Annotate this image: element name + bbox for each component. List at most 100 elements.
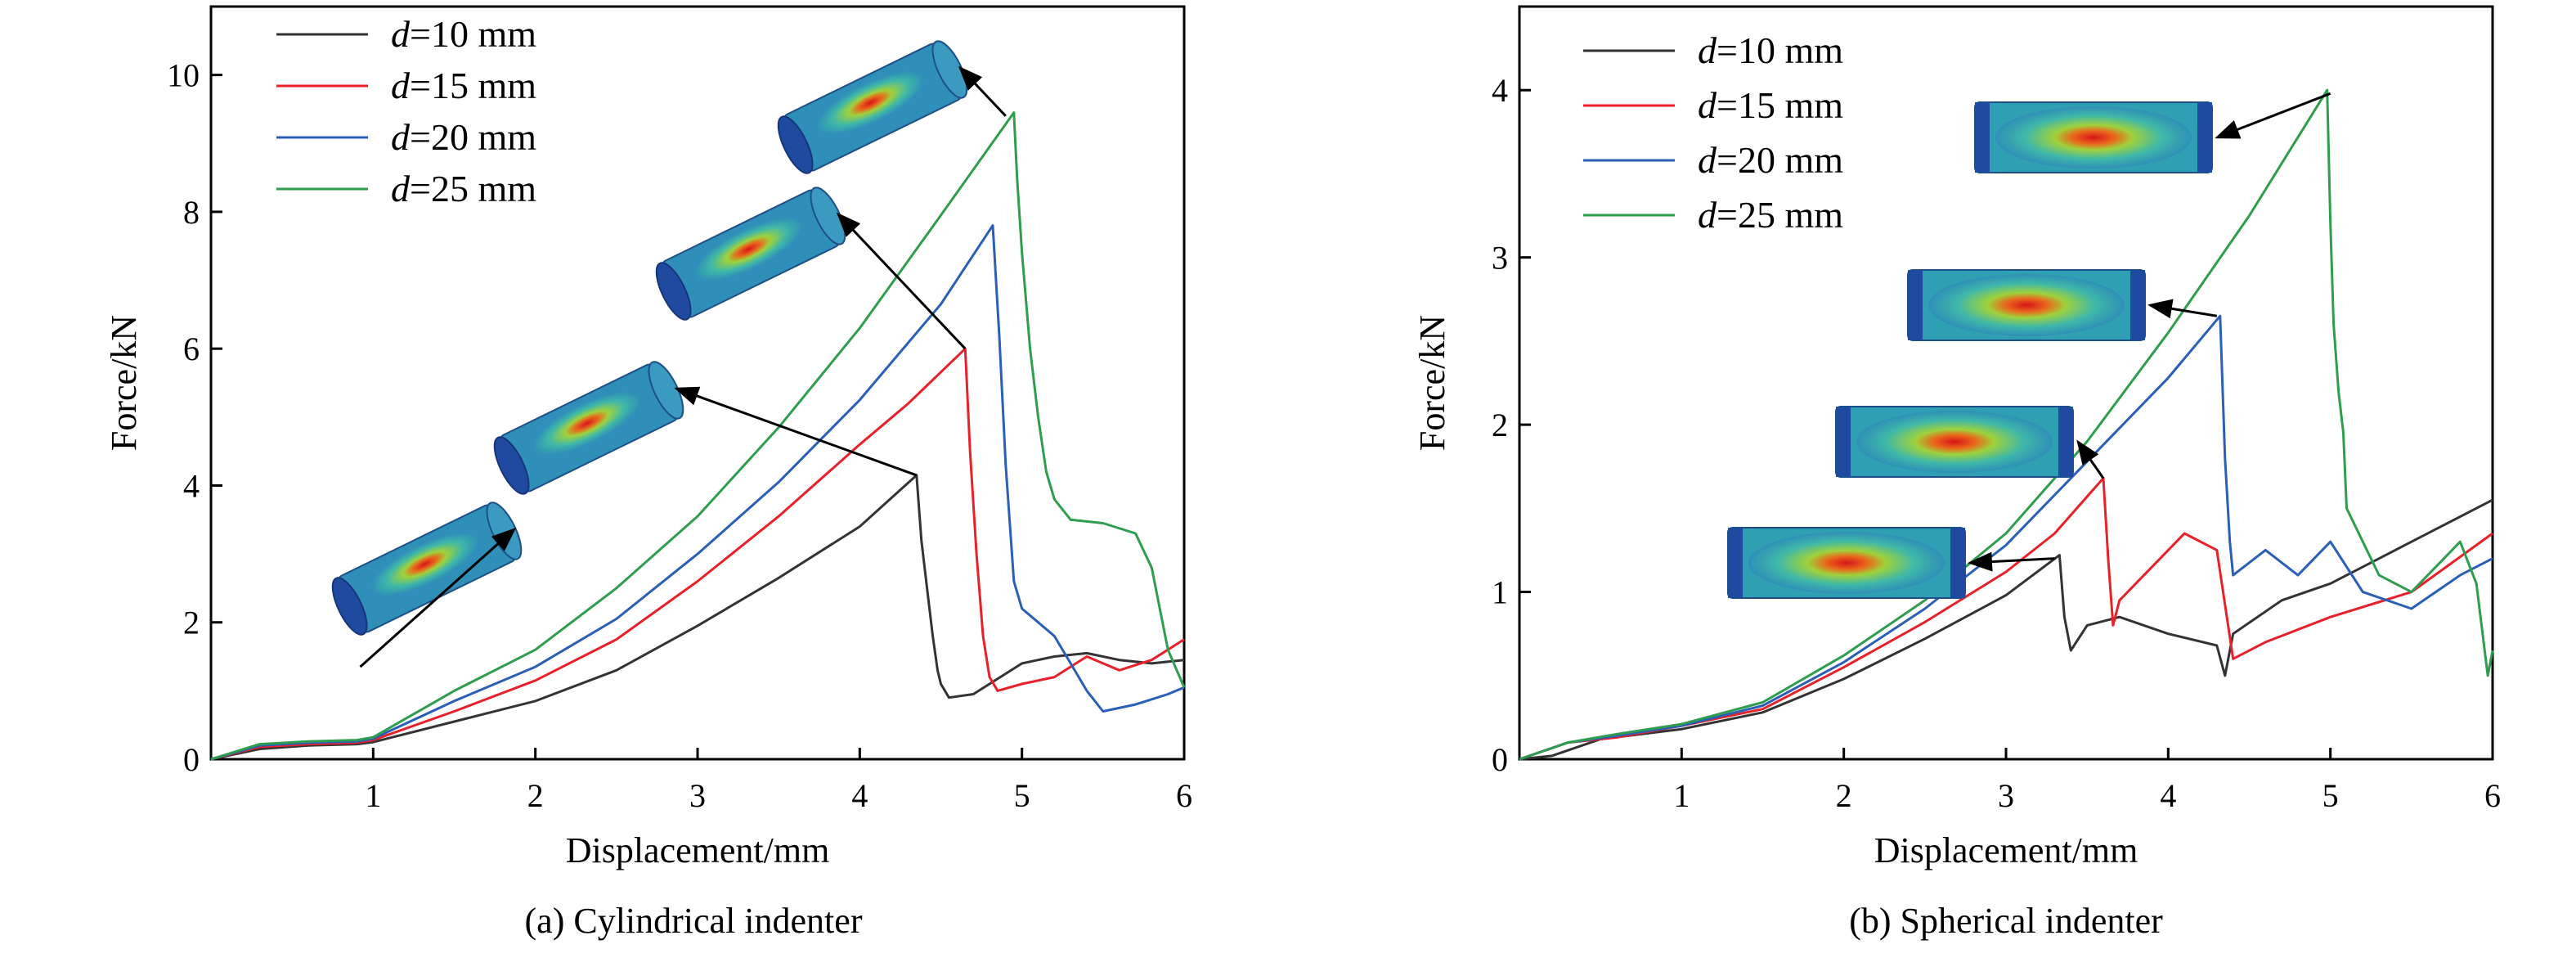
y-tick-label: 4 bbox=[1492, 72, 1508, 109]
x-tick-label: 3 bbox=[1998, 777, 2014, 814]
pointer-arrow bbox=[2076, 439, 2105, 479]
legend-label: d=15 mm bbox=[391, 65, 536, 106]
legend-label-variable: d bbox=[1698, 194, 1717, 236]
chart-panel-b: 1 2 3 4 5 6 0 1 2 3 4 Displacement/mm Force/kN (b) Sp… bbox=[1412, 5, 2501, 941]
series-line-2 bbox=[210, 347, 1185, 761]
legend-label: d=25 mm bbox=[1698, 194, 1843, 236]
x-tick-label: 5 bbox=[2322, 777, 2339, 814]
x-tick-label: 5 bbox=[1014, 777, 1030, 814]
legend-label-value: =20 mm bbox=[1717, 139, 1843, 181]
fe-model-inset bbox=[655, 187, 967, 350]
legend-label-variable: d bbox=[391, 65, 411, 106]
series-line-1 bbox=[1519, 498, 2493, 761]
sphere-model-end-right bbox=[1950, 528, 1965, 598]
pointer-arrow bbox=[836, 212, 967, 350]
fe-model-inset bbox=[777, 40, 1007, 174]
legend-label: d=20 mm bbox=[1698, 139, 1843, 181]
pointer-arrow bbox=[359, 527, 517, 668]
x-tick-label: 1 bbox=[365, 777, 381, 814]
series-line-3 bbox=[210, 224, 1185, 761]
legend-label-variable: d bbox=[391, 13, 411, 55]
legend-label-variable: d bbox=[1698, 139, 1717, 181]
legend-label: d=10 mm bbox=[391, 13, 536, 55]
plot-frame bbox=[209, 5, 1186, 761]
pointer-arrow bbox=[2215, 92, 2331, 139]
legend-label: d=15 mm bbox=[1698, 84, 1843, 126]
y-tick-label: 0 bbox=[1492, 741, 1508, 778]
cylinder-end-left bbox=[493, 436, 530, 495]
cylinder-end-right bbox=[931, 40, 968, 99]
y-tick-label: 2 bbox=[183, 605, 200, 641]
cylinder-model bbox=[655, 187, 846, 321]
cylinder-model bbox=[777, 40, 968, 174]
sphere-model-end-right bbox=[2130, 270, 2145, 340]
y-tick-label: 6 bbox=[183, 331, 200, 367]
fe-model-inset bbox=[331, 501, 523, 668]
x-tick-label: 2 bbox=[1836, 777, 1852, 814]
x-axis-label: Displacement/mm bbox=[1874, 830, 2138, 870]
y-tick-label: 3 bbox=[1492, 240, 1508, 277]
y-tick-label: 4 bbox=[183, 467, 200, 504]
sphere-model-end-left bbox=[1728, 528, 1743, 598]
cylinder-end-right bbox=[810, 187, 846, 245]
legend-label-variable: d bbox=[391, 168, 411, 209]
fe-model-inset bbox=[1974, 92, 2331, 173]
sphere-model-end-right bbox=[2197, 102, 2212, 173]
cylinder-model bbox=[331, 501, 523, 636]
legend-label-value: =25 mm bbox=[1717, 194, 1843, 236]
stress-contour bbox=[1856, 411, 2053, 473]
legend-label-variable: d bbox=[391, 116, 411, 158]
chart-caption: (b) Spherical indenter bbox=[1849, 901, 2163, 941]
y-tick-label: 8 bbox=[183, 194, 200, 231]
legend-label-value: =25 mm bbox=[410, 168, 536, 209]
chart-caption: (a) Cylindrical indenter bbox=[525, 901, 863, 941]
series-line-1 bbox=[210, 474, 1185, 761]
cylinder-end-left bbox=[777, 115, 814, 174]
legend-label-variable: d bbox=[1698, 29, 1717, 71]
stress-contour bbox=[816, 71, 924, 134]
sphere-model-end-right bbox=[2058, 407, 2073, 477]
legend-label-value: =15 mm bbox=[1717, 84, 1843, 126]
pointer-arrow bbox=[2147, 299, 2218, 319]
legend-label: d=25 mm bbox=[391, 168, 536, 209]
x-tick-label: 4 bbox=[851, 777, 868, 814]
sphere-model-end-left bbox=[1836, 407, 1851, 477]
stress-contour bbox=[1995, 106, 2192, 169]
pointer-arrow bbox=[1968, 551, 2055, 572]
x-axis-label: Displacement/mm bbox=[566, 830, 830, 870]
x-tick-label: 1 bbox=[1673, 777, 1690, 814]
chart-panel-a: 1 2 3 4 5 6 0 2 4 6 8 10 Displacement/mm Force/kN (a) … bbox=[104, 5, 1192, 941]
cylinder-end-left bbox=[655, 262, 692, 321]
legend-label-variable: d bbox=[1698, 84, 1717, 126]
sphere-model-end-left bbox=[1975, 102, 1990, 173]
y-tick-label: 0 bbox=[183, 741, 200, 778]
stress-contour bbox=[370, 533, 478, 596]
x-tick-label: 3 bbox=[689, 777, 706, 814]
fe-model-inset bbox=[1907, 269, 2218, 341]
stress-contour bbox=[1928, 274, 2125, 336]
fe-model-inset bbox=[493, 361, 918, 495]
legend-label: d=20 mm bbox=[391, 116, 536, 158]
x-tick-label: 6 bbox=[2484, 777, 2501, 814]
y-tick-label: 2 bbox=[1492, 407, 1508, 443]
y-axis-label: Force/kN bbox=[104, 315, 144, 451]
x-tick-label: 4 bbox=[2160, 777, 2176, 814]
legend-label: d=10 mm bbox=[1698, 29, 1843, 71]
y-tick-label: 1 bbox=[1492, 574, 1508, 611]
x-tick-label: 2 bbox=[527, 777, 544, 814]
fe-model-inset bbox=[1727, 527, 2055, 599]
pointer-arrow bbox=[674, 386, 918, 477]
pointer-arrow bbox=[958, 65, 1007, 117]
fe-model-inset bbox=[1835, 406, 2105, 479]
series-line-4 bbox=[210, 111, 1186, 761]
sphere-model-end-left bbox=[1908, 270, 1923, 340]
cylinder-end-left bbox=[331, 577, 368, 636]
x-tick-label: 6 bbox=[1176, 777, 1192, 814]
series-line-3 bbox=[1519, 314, 2493, 761]
legend-label-value: =10 mm bbox=[410, 13, 536, 55]
cylinder-model bbox=[493, 361, 684, 495]
y-tick-label: 10 bbox=[167, 57, 200, 94]
legend-label-value: =10 mm bbox=[1717, 29, 1843, 71]
legend-label-value: =15 mm bbox=[410, 65, 536, 106]
